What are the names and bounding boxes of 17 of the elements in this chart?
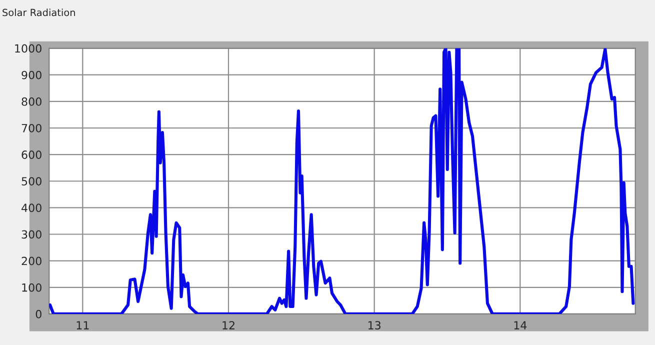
x-tick-label: 12 bbox=[222, 321, 234, 330]
y-tick-label: 300 bbox=[22, 230, 42, 239]
y-tick-label: 600 bbox=[22, 150, 42, 159]
y-tick-label: 900 bbox=[22, 70, 42, 80]
x-tick-label: 11 bbox=[76, 321, 89, 330]
y-tick-label: 200 bbox=[22, 256, 42, 266]
y-tick-label: 400 bbox=[22, 204, 42, 212]
line-series bbox=[49, 48, 635, 314]
y-tick-label: 500 bbox=[22, 177, 42, 186]
y-tick-label: 1000 bbox=[15, 44, 42, 53]
chart-title: Solar Radiation bbox=[2, 8, 75, 16]
y-tick-label: 700 bbox=[22, 124, 42, 132]
y-tick-label: 0 bbox=[36, 310, 42, 318]
x-tick-label: 14 bbox=[514, 321, 527, 330]
x-tick-label: 13 bbox=[368, 321, 380, 330]
y-tick-label: 100 bbox=[22, 283, 42, 292]
y-tick-label: 800 bbox=[22, 97, 42, 106]
